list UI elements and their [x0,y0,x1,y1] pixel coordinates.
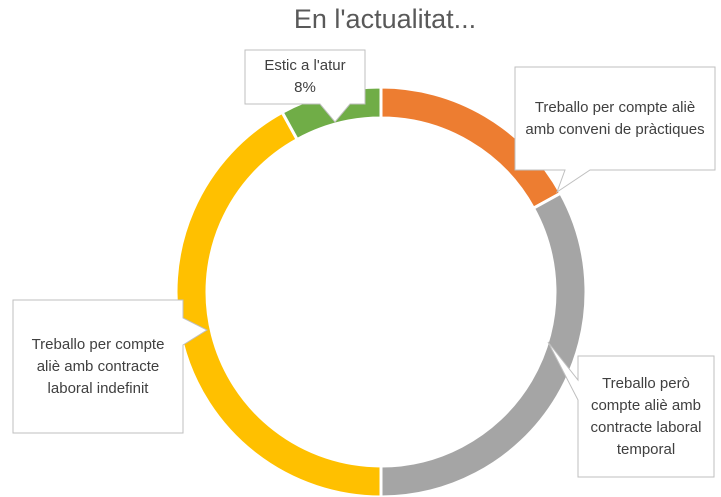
data-label: Treballo per compte aliè amb conveni de … [515,67,715,170]
callout [12,299,209,434]
category-label: Estic a l'atur [264,57,346,74]
callout [244,49,366,123]
chart-title: En l'actualitat... [293,4,477,34]
callout [547,341,715,478]
data-label: Estic a l'atur 8% [245,50,365,104]
donut-segment [379,191,588,497]
value-label: 8% [294,79,316,96]
category-label: Treballo per compte aliè amb contracte l… [31,335,165,397]
callout [514,66,716,194]
category-label: Treballo però compte aliè amb contracte … [590,374,702,458]
category-label: Treballo per compte aliè amb conveni de … [525,98,705,138]
data-label: Treballo per compte aliè amb contracte l… [13,300,183,433]
data-label: Treballo però compte aliè amb contracte … [578,356,714,477]
donut-segment [174,110,383,497]
